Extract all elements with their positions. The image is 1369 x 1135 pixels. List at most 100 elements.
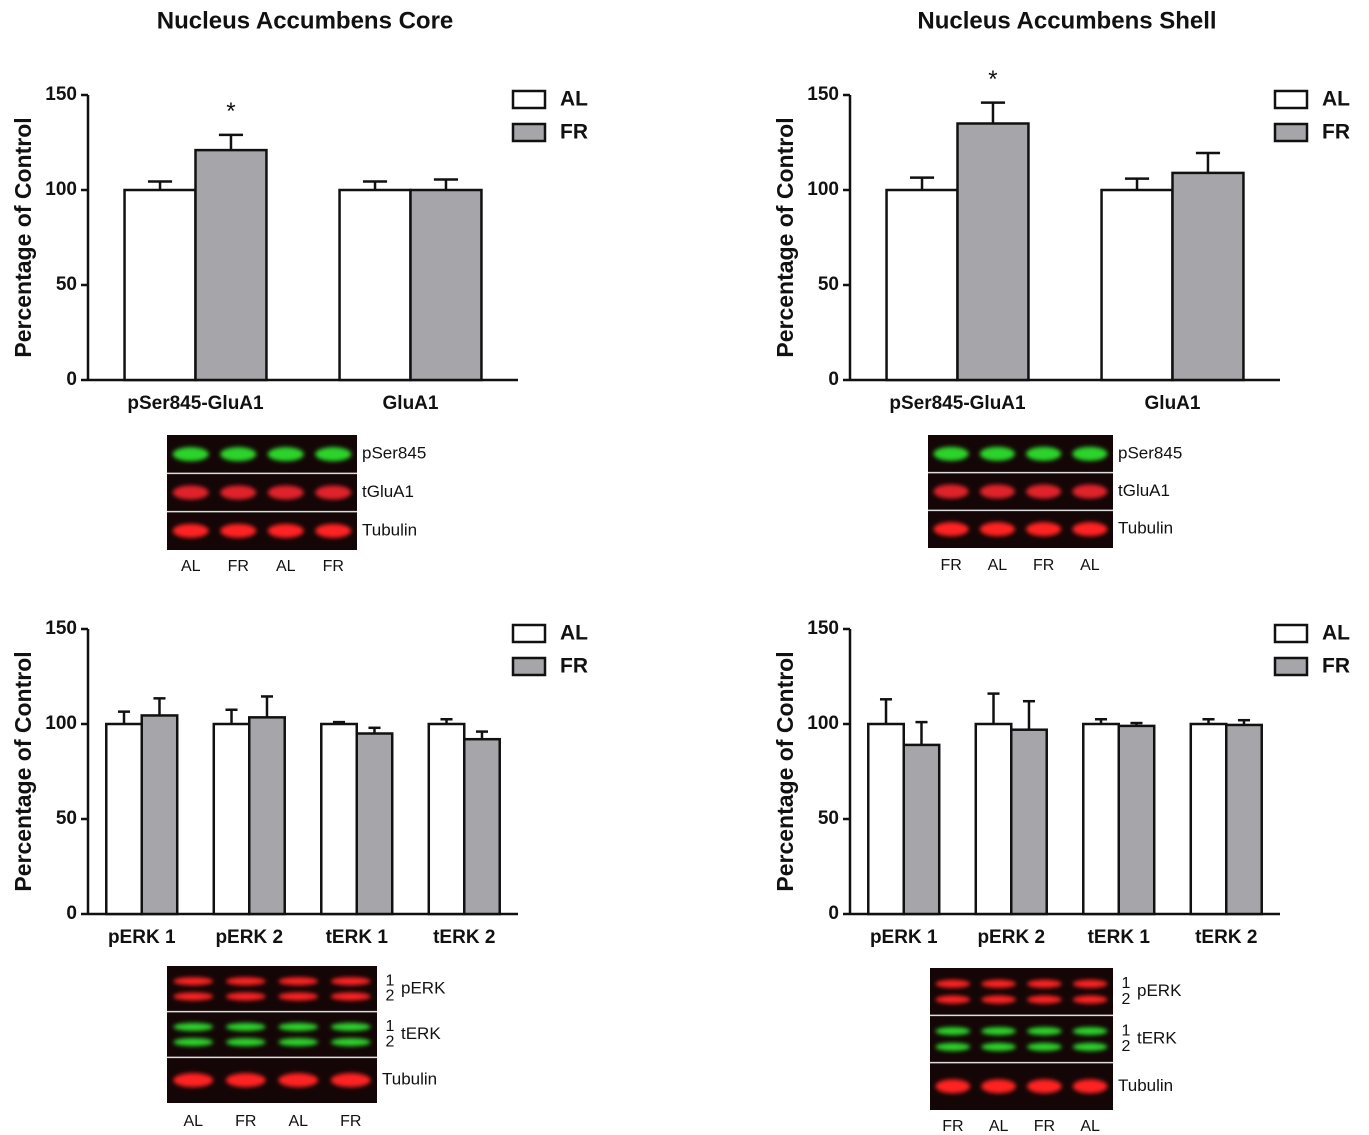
blot-row-label: Tubulin — [362, 520, 417, 539]
bar — [958, 124, 1029, 381]
bar — [106, 724, 141, 914]
blot-band — [173, 447, 209, 461]
legend-label: FR — [1322, 121, 1350, 144]
band-label: 1 — [1122, 1022, 1131, 1039]
bar — [357, 734, 392, 915]
legend-swatch — [1275, 625, 1307, 642]
lane-label: FR — [942, 1118, 963, 1135]
bar — [340, 190, 411, 380]
legend-swatch — [1275, 124, 1307, 141]
band-label: 2 — [386, 988, 395, 1005]
blot-row-label: tGluA1 — [1118, 481, 1170, 500]
blot-band — [1072, 522, 1107, 536]
blot-band — [981, 996, 1016, 1004]
lane-label: AL — [1080, 1118, 1100, 1135]
blot-band — [220, 524, 256, 538]
bar — [904, 745, 939, 914]
y-tick-label: 50 — [818, 808, 839, 829]
lane-label: AL — [989, 1118, 1009, 1135]
legend-swatch — [513, 658, 545, 675]
legend-label: FR — [560, 655, 588, 678]
blot-band — [315, 447, 351, 461]
lane-label: AL — [183, 1113, 203, 1130]
legend-swatch — [513, 625, 545, 642]
lane-label: FR — [940, 557, 961, 574]
lane-label: AL — [181, 558, 201, 575]
blot-row-label: Tubulin — [1118, 519, 1173, 538]
blot-row-label: Tubulin — [1118, 1076, 1173, 1095]
blot-band — [278, 1038, 318, 1046]
band-label: 2 — [1122, 1038, 1131, 1055]
blot-band — [268, 486, 304, 500]
x-tick-label: pERK 1 — [108, 927, 176, 948]
legend-label: FR — [560, 121, 588, 144]
y-tick-label: 100 — [807, 179, 839, 200]
blot-band — [1073, 1043, 1108, 1051]
legend-label: AL — [560, 88, 588, 111]
blot-band — [1027, 996, 1062, 1004]
blot-band — [1073, 980, 1108, 988]
chart-title: Nucleus Accumbens Core — [157, 7, 454, 34]
blot-band — [331, 977, 371, 985]
annotation: * — [988, 66, 997, 93]
blot-band — [1027, 1079, 1062, 1093]
blot-band — [1072, 447, 1107, 461]
blot-band — [173, 1023, 213, 1031]
y-tick-label: 100 — [45, 179, 77, 200]
x-tick-label: pERK 2 — [215, 927, 283, 948]
legend-label: AL — [1322, 88, 1350, 111]
lane-label: AL — [988, 557, 1008, 574]
y-tick-label: 0 — [66, 369, 77, 390]
y-tick-label: 0 — [828, 903, 839, 924]
legend-label: AL — [1322, 622, 1350, 645]
x-tick-label: pSer845-GluA1 — [127, 393, 264, 414]
blot-band — [226, 1073, 266, 1087]
blot-band — [1026, 485, 1061, 499]
blot-band — [331, 1023, 371, 1031]
blot-band — [220, 486, 256, 500]
blot-row-label: pSer845 — [1118, 443, 1182, 462]
y-axis-label: Percentage of Control — [10, 117, 36, 357]
blot-band — [934, 447, 969, 461]
y-tick-label: 50 — [818, 274, 839, 295]
blot-band — [226, 1023, 266, 1031]
blot-band — [173, 1038, 213, 1046]
x-tick-label: tERK 2 — [433, 927, 495, 948]
y-axis-label: Percentage of Control — [10, 651, 36, 891]
blot-band — [268, 524, 304, 538]
blot-band — [173, 486, 209, 500]
blot-band — [173, 992, 213, 1000]
lane-label: FR — [323, 558, 344, 575]
blot-band — [268, 447, 304, 461]
lane-label: FR — [340, 1113, 361, 1130]
blot-band — [331, 1073, 371, 1087]
bar — [1173, 173, 1244, 380]
bar — [464, 739, 499, 914]
bar — [1119, 726, 1154, 914]
blot-band — [934, 485, 969, 499]
bar — [1102, 190, 1173, 380]
x-tick-label: tERK 2 — [1195, 927, 1257, 948]
x-tick-label: GluA1 — [1145, 393, 1201, 414]
blot-band — [331, 992, 371, 1000]
blot-row-label: tGluA1 — [362, 482, 414, 501]
blot-band — [173, 977, 213, 985]
x-tick-label: pERK 2 — [977, 927, 1045, 948]
y-tick-label: 150 — [807, 84, 839, 105]
blot-band — [1073, 996, 1108, 1004]
blot-row-label: pERK — [1137, 981, 1182, 1000]
blot-band — [278, 977, 318, 985]
annotation: * — [226, 98, 235, 125]
bar — [142, 715, 177, 914]
bar — [214, 724, 249, 914]
y-axis-label: Percentage of Control — [772, 651, 798, 891]
band-label: 1 — [1122, 975, 1131, 992]
blot-row-label: tERK — [401, 1024, 441, 1043]
legend-label: FR — [1322, 655, 1350, 678]
blot-band — [935, 980, 970, 988]
blot-row-label: Tubulin — [382, 1070, 437, 1089]
bar — [196, 150, 267, 380]
bar — [1191, 724, 1226, 914]
blot-band — [935, 1079, 970, 1093]
blot-band — [226, 977, 266, 985]
